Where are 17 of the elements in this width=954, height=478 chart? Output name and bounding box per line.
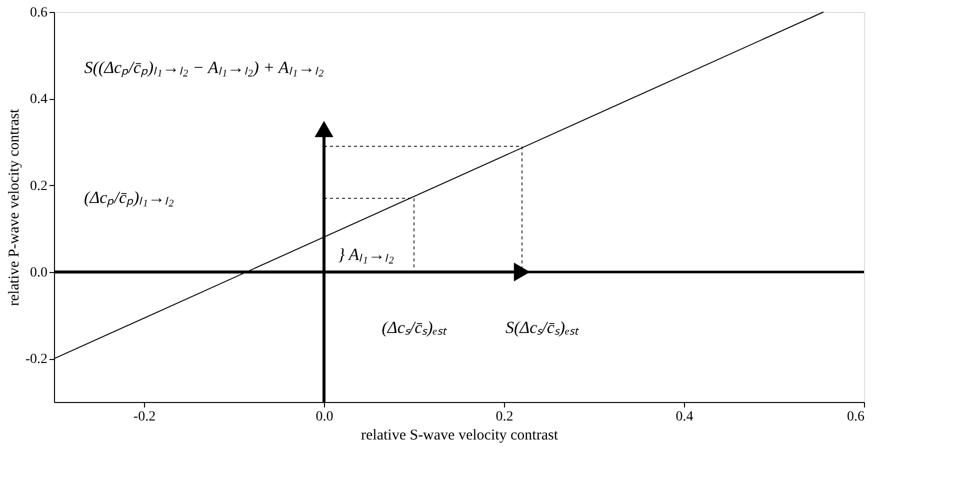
x-tick-label: 0.2 xyxy=(496,410,514,424)
annotation: (Δcₚ/c̄ₚ)ₗ₁→ₗ₂ xyxy=(84,188,174,208)
annotation: (Δcₛ/c̄ₛ)ₑₛₜ xyxy=(382,318,448,337)
y-tick-label: 0.2 xyxy=(30,178,48,194)
y-axis-title: relative P-wave velocity contrast xyxy=(6,108,22,306)
x-tick-label: 0.6 xyxy=(847,410,864,424)
y-tick-label: 0.6 xyxy=(30,6,48,20)
y-tick-label: 0.0 xyxy=(30,266,48,280)
annotation: S((Δcₚ/c̄ₚ)ₗ₁→ₗ₂ − Aₗ₁→ₗ₂) + Aₗ₁→ₗ₂ xyxy=(84,58,324,78)
y-tick-label: 0.4 xyxy=(30,92,48,108)
y-tick-label: -0.2 xyxy=(25,352,48,368)
x-tick-label: -0.2 xyxy=(133,410,156,424)
annotation: S(Δcₛ/c̄ₛ)ₑₛₜ xyxy=(505,318,580,337)
x-tick-label: 0.4 xyxy=(676,410,694,424)
x-tick-label: 0.0 xyxy=(316,410,334,424)
annotation: } Aₗ₁→ₗ₂ xyxy=(338,245,394,264)
x-axis-title: relative S-wave velocity contrast xyxy=(360,428,559,444)
